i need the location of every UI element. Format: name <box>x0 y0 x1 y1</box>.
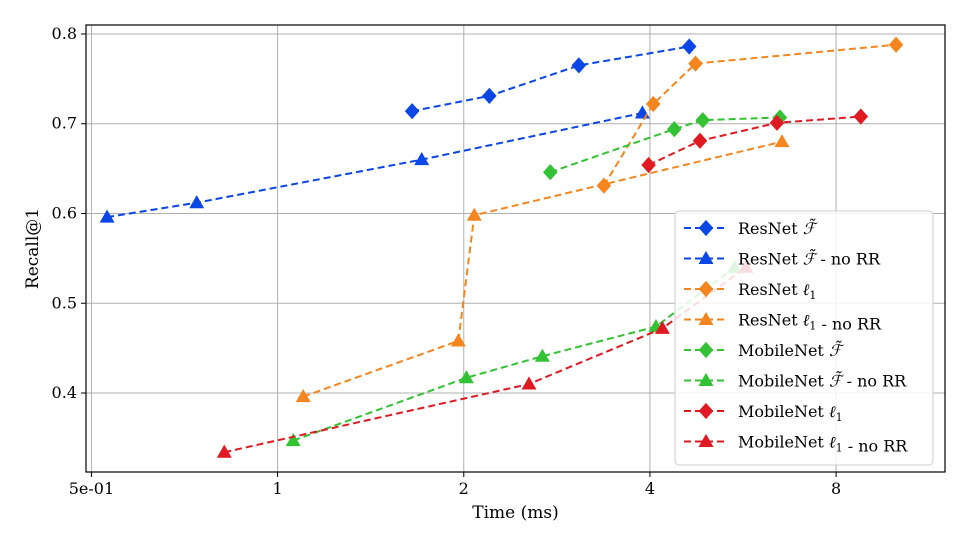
x-tick-label: 5e-01 <box>69 479 114 498</box>
triangle-data-point <box>189 195 205 209</box>
y-tick-label: 0.6 <box>52 203 77 222</box>
legend-marker <box>698 433 714 448</box>
diamond-data-point <box>681 38 697 55</box>
triangle-data-point <box>466 207 482 221</box>
y-tick-label: 0.5 <box>52 293 77 312</box>
legend-marker <box>698 250 714 265</box>
x-tick-label: 2 <box>459 479 469 498</box>
diamond-data-point <box>688 55 703 72</box>
y-tick-label: 0.8 <box>52 24 77 43</box>
legend-label: MobileNet ℓ1 - no RR <box>738 433 908 456</box>
legend-entry-6: MobileNet ℓ1 <box>684 402 843 424</box>
triangle-data-point <box>534 348 550 362</box>
legend-label: MobileNet ℱ̃ - no RR <box>738 371 907 391</box>
legend-label: ResNet ℓ1 - no RR <box>738 311 882 334</box>
diamond-data-point <box>695 112 711 129</box>
diamond-data-point <box>571 57 587 74</box>
triangle-data-point <box>458 370 474 384</box>
legend-entry-4: MobileNet ℱ̃ <box>684 340 845 360</box>
legend-marker <box>698 372 714 387</box>
triangle-data-point <box>285 432 301 447</box>
triangle-data-point <box>450 333 466 347</box>
axis-ticks: 5e-01 1 2 4 8 0.4 0.5 0.6 0.7 0.8 <box>52 24 842 498</box>
triangle-data-point <box>654 320 670 334</box>
legend-entry-7: MobileNet ℓ1 - no RR <box>684 433 908 456</box>
diamond-data-point <box>667 121 682 138</box>
diamond-data-point <box>641 156 656 174</box>
series-line <box>302 140 783 398</box>
y-tick-label: 0.4 <box>52 383 77 402</box>
series-4 <box>542 109 788 181</box>
legend-entry-1: ResNet ℱ̃ - no RR <box>684 249 881 269</box>
triangle-data-point <box>414 152 430 166</box>
legend-marker <box>698 341 714 359</box>
plot-frame <box>85 24 946 473</box>
series-line <box>411 45 690 113</box>
legend-marker <box>698 280 714 298</box>
legend: ResNet ℱ̃ ResNet ℱ̃ - no RR ResNet ℓ1 ResNe… <box>674 210 934 466</box>
triangle-data-point <box>99 209 115 223</box>
series-0 <box>404 38 697 120</box>
diamond-data-point <box>769 114 785 131</box>
series-1 <box>99 105 650 223</box>
x-tick-label: 4 <box>645 479 655 498</box>
diamond-data-point <box>853 108 869 125</box>
series-6 <box>641 108 869 174</box>
legend-entry-3: ResNet ℓ1 - no RR <box>684 311 882 334</box>
legend-entry-2: ResNet ℓ1 <box>684 280 816 302</box>
diamond-data-point <box>888 36 904 53</box>
diamond-data-point <box>692 132 708 149</box>
legend-label: MobileNet ℱ̃ <box>738 340 845 360</box>
legend-label: ResNet ℓ1 <box>738 280 816 302</box>
diamond-data-point <box>482 87 497 105</box>
diamond-data-point <box>404 103 420 120</box>
diamond-data-point <box>542 164 558 181</box>
y-tick-label: 0.7 <box>52 114 77 133</box>
x-tick-label: 1 <box>273 479 283 498</box>
diamond-data-point <box>645 95 661 113</box>
y-axis-label: Recall@1 <box>23 208 43 289</box>
legend-marker <box>698 311 714 326</box>
series-line <box>549 116 780 174</box>
legend-marker <box>698 402 714 420</box>
x-axis-label: Time (ms) <box>472 503 558 523</box>
legend-label: ResNet ℱ̃ - no RR <box>738 249 881 269</box>
series-line <box>106 111 643 219</box>
legend-label: MobileNet ℓ1 <box>738 402 843 424</box>
legend-marker <box>698 219 714 237</box>
triangle-data-point <box>521 376 537 390</box>
triangle-data-point <box>216 444 232 458</box>
legend-label: ResNet ℱ̃ <box>738 218 819 238</box>
x-tick-label: 8 <box>831 479 841 498</box>
legend-entry-0: ResNet ℱ̃ <box>684 218 819 238</box>
series-line <box>648 115 861 166</box>
triangle-data-point <box>295 388 311 403</box>
triangle-data-point <box>774 134 790 148</box>
legend-entry-5: MobileNet ℱ̃ - no RR <box>684 371 907 391</box>
series-3 <box>295 134 790 403</box>
legend-box <box>674 210 934 466</box>
